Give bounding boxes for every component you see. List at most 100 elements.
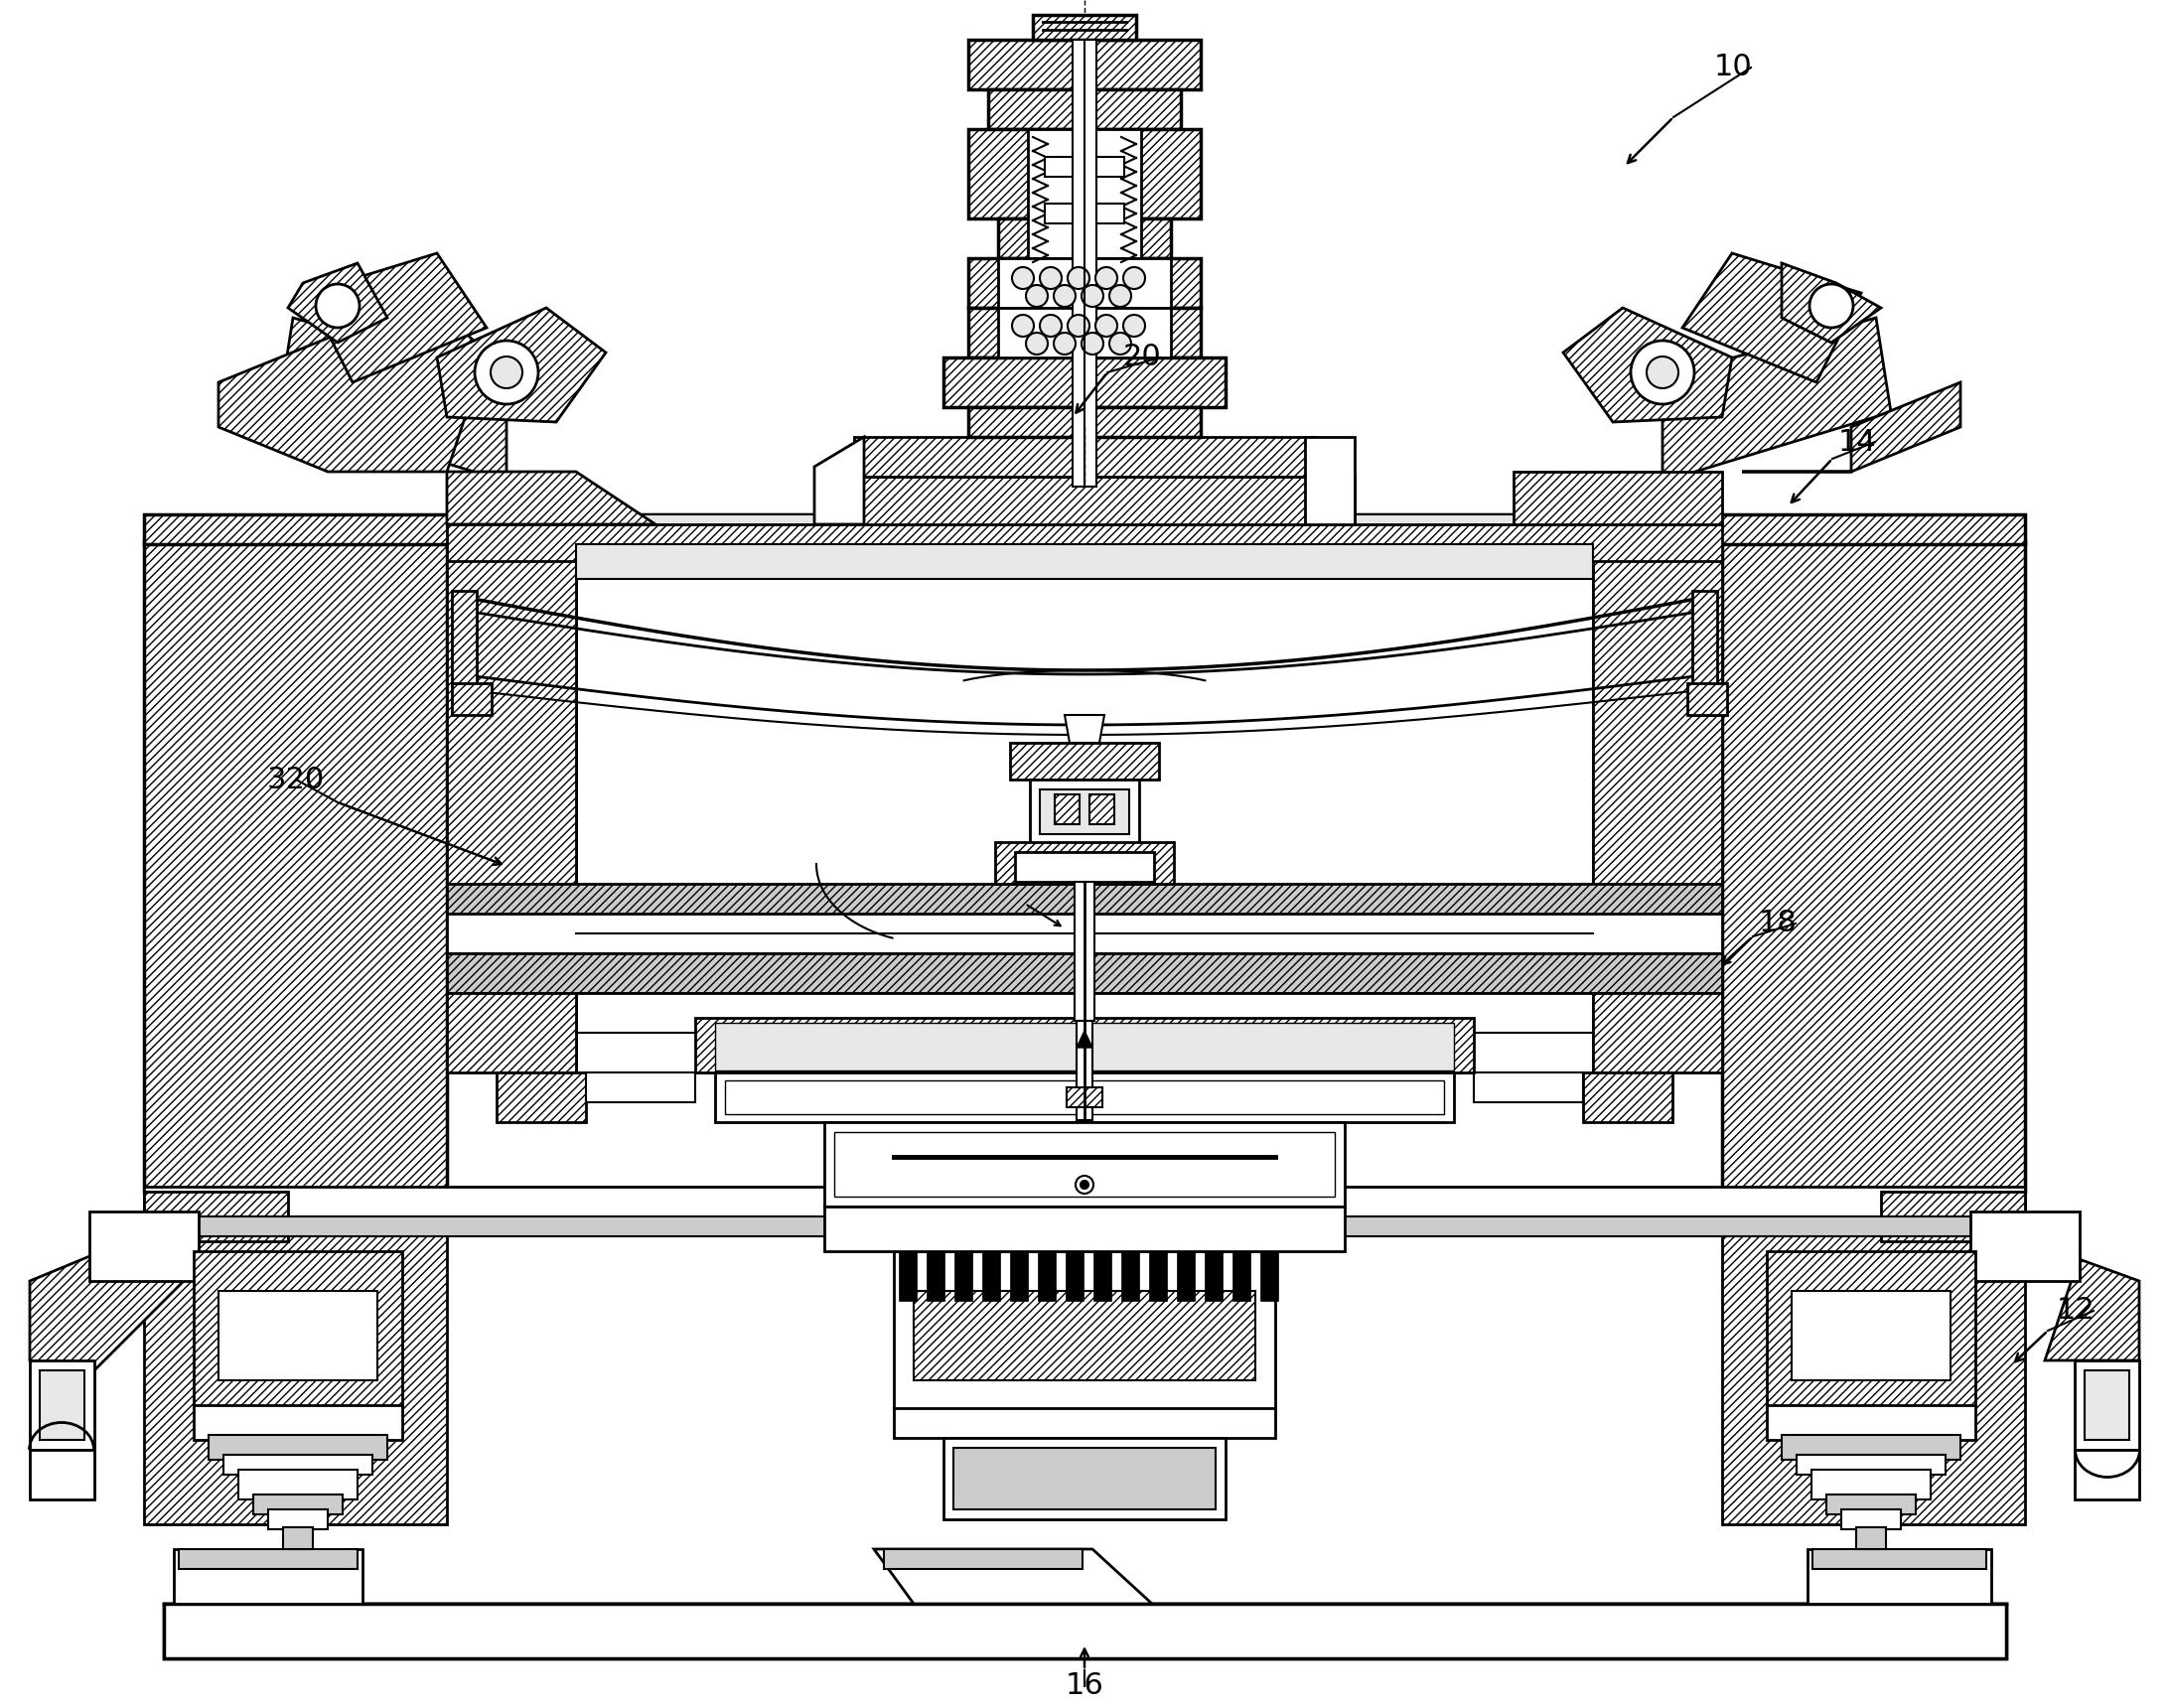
Polygon shape — [998, 307, 1171, 357]
Circle shape — [1646, 357, 1679, 388]
Polygon shape — [983, 1252, 1000, 1301]
Polygon shape — [996, 842, 1173, 883]
Polygon shape — [447, 992, 577, 1073]
Bar — [1796, 1455, 1946, 1474]
Polygon shape — [2084, 1370, 2130, 1440]
Polygon shape — [165, 1604, 2006, 1658]
Polygon shape — [39, 1370, 85, 1440]
Polygon shape — [30, 1450, 93, 1500]
Circle shape — [1080, 1180, 1089, 1189]
Bar — [254, 1494, 343, 1515]
Circle shape — [1095, 266, 1117, 289]
Text: 20: 20 — [1124, 343, 1160, 372]
Polygon shape — [1260, 1252, 1278, 1301]
Polygon shape — [451, 591, 477, 685]
Polygon shape — [447, 545, 577, 914]
Polygon shape — [577, 992, 1592, 1073]
Circle shape — [1026, 285, 1048, 307]
Polygon shape — [278, 318, 508, 482]
Bar — [1074, 881, 1095, 1021]
Polygon shape — [1011, 743, 1158, 779]
Polygon shape — [451, 683, 492, 716]
Bar — [1074, 39, 1095, 487]
Polygon shape — [696, 1018, 1473, 1073]
Polygon shape — [308, 253, 486, 383]
Bar — [193, 1406, 401, 1440]
Polygon shape — [143, 541, 447, 1192]
Bar — [1067, 1088, 1102, 1107]
Polygon shape — [1065, 1252, 1084, 1301]
Polygon shape — [1683, 253, 1861, 383]
Circle shape — [1026, 333, 1048, 355]
Polygon shape — [944, 357, 1225, 407]
Polygon shape — [447, 953, 1722, 992]
Text: 320: 320 — [267, 765, 325, 794]
Polygon shape — [1722, 1192, 2026, 1524]
Circle shape — [1124, 266, 1145, 289]
Bar — [223, 1455, 373, 1474]
Polygon shape — [577, 545, 1592, 576]
Polygon shape — [1976, 1221, 2139, 1361]
Circle shape — [475, 340, 538, 405]
Polygon shape — [1032, 15, 1137, 39]
Polygon shape — [894, 1252, 1275, 1411]
Polygon shape — [1722, 541, 2026, 1192]
Polygon shape — [178, 1549, 358, 1570]
Polygon shape — [1121, 1252, 1139, 1301]
Text: 12: 12 — [2056, 1296, 2095, 1325]
Polygon shape — [143, 514, 2026, 545]
Bar — [1841, 1510, 1900, 1529]
Bar — [1045, 157, 1074, 176]
Polygon shape — [1473, 1073, 1583, 1102]
Circle shape — [1067, 314, 1089, 336]
Circle shape — [1054, 333, 1076, 355]
Polygon shape — [497, 1073, 586, 1122]
Polygon shape — [926, 1252, 944, 1301]
Polygon shape — [1011, 1252, 1028, 1301]
Polygon shape — [1969, 1211, 2080, 1281]
Polygon shape — [447, 545, 577, 893]
Polygon shape — [1065, 716, 1104, 743]
Bar — [894, 1407, 1275, 1438]
Polygon shape — [219, 1291, 377, 1380]
Bar — [1857, 1527, 1887, 1549]
Bar — [1826, 1494, 1915, 1515]
Polygon shape — [967, 39, 1202, 89]
Polygon shape — [724, 1081, 1445, 1114]
Polygon shape — [2076, 1450, 2139, 1500]
Polygon shape — [1076, 1030, 1093, 1047]
Polygon shape — [436, 307, 605, 422]
Polygon shape — [967, 258, 1202, 307]
Text: 14: 14 — [1837, 427, 1876, 456]
Polygon shape — [967, 407, 1202, 437]
Polygon shape — [1692, 591, 1718, 716]
Polygon shape — [2076, 1361, 2139, 1450]
Polygon shape — [944, 1438, 1225, 1520]
Polygon shape — [447, 914, 1722, 953]
Circle shape — [490, 357, 523, 388]
Bar — [1095, 203, 1124, 224]
Polygon shape — [967, 307, 1202, 357]
Circle shape — [1108, 333, 1132, 355]
Circle shape — [1082, 285, 1104, 307]
Polygon shape — [1661, 318, 1891, 482]
Polygon shape — [855, 437, 1314, 477]
Bar — [269, 1510, 328, 1529]
Circle shape — [1631, 340, 1694, 405]
Polygon shape — [716, 1073, 1453, 1122]
Bar — [165, 1604, 2006, 1658]
Polygon shape — [1881, 1192, 2026, 1242]
Polygon shape — [1781, 263, 1881, 343]
Polygon shape — [989, 89, 1180, 130]
Circle shape — [1039, 314, 1061, 336]
Polygon shape — [998, 219, 1171, 258]
Bar — [1811, 1469, 1930, 1500]
Polygon shape — [1583, 1073, 1672, 1122]
Bar — [143, 1216, 2026, 1237]
Polygon shape — [89, 1211, 200, 1281]
Polygon shape — [1028, 130, 1141, 258]
Polygon shape — [219, 297, 486, 471]
Polygon shape — [824, 1206, 1345, 1252]
Polygon shape — [716, 1023, 1453, 1071]
Polygon shape — [998, 258, 1171, 307]
